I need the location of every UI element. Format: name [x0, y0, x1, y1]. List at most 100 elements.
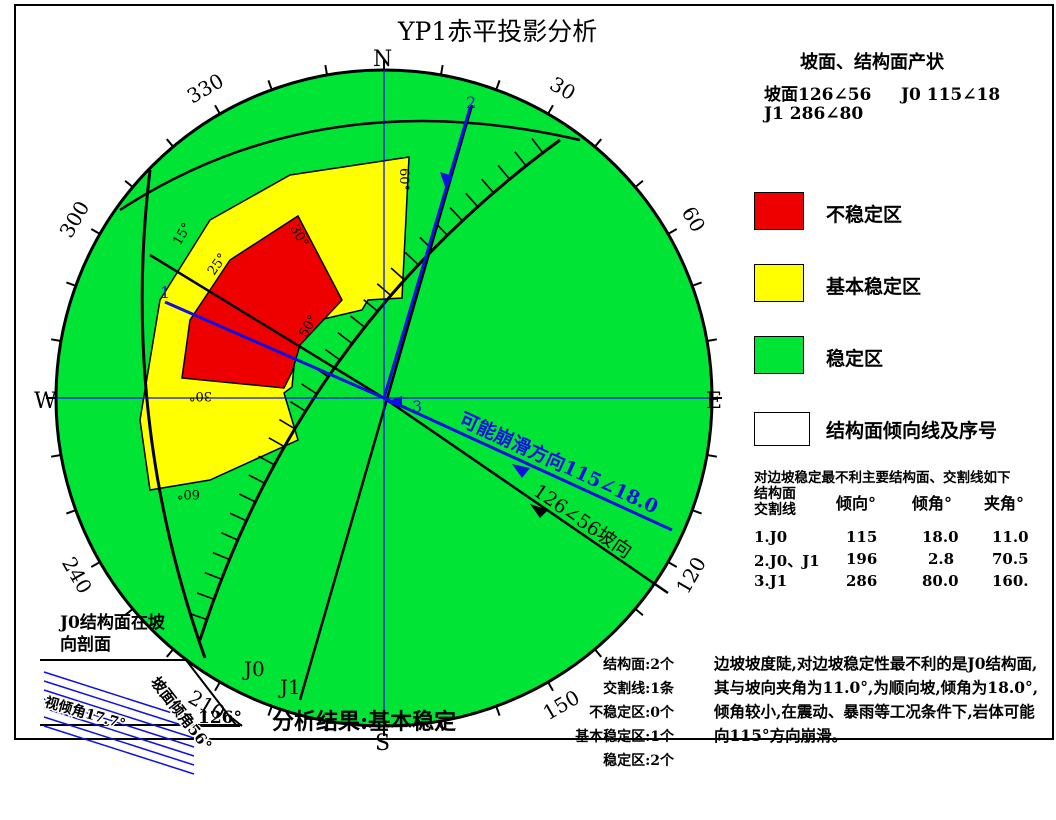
table-row-1-name: 1.J0: [754, 528, 788, 546]
dip-line-2: [382, 107, 472, 399]
slope-direction-line: [383, 396, 669, 595]
table-header-name: 结构面 交割线: [754, 486, 796, 518]
azimuth-tick: [439, 64, 444, 76]
azimuth-tick: [214, 104, 221, 115]
azimuth-tick: [267, 705, 273, 716]
dip-line-2-arrow: [440, 172, 453, 190]
azimuth-label: 240: [57, 553, 97, 598]
west-label: W: [34, 389, 57, 414]
azimuth-tick: [634, 179, 644, 188]
hatch-tick: [481, 178, 495, 194]
azimuth-tick: [90, 228, 101, 235]
table-header-angle: 夹角°: [984, 494, 1025, 513]
table-row-2-dip-dir: 196: [846, 550, 878, 568]
azimuth-tick: [50, 338, 62, 343]
j0-great-circle: [140, 169, 207, 659]
table-row-2-name: 2.J0、J1: [754, 552, 820, 570]
stat-unstable-zones: 不稳定区:0个: [589, 705, 674, 721]
azimuth-tick: [547, 681, 554, 692]
hatch-tick: [350, 315, 366, 328]
azimuth-tick: [634, 608, 644, 617]
table-row-1-dip-dir: 115: [846, 528, 878, 546]
azimuth-tick: [495, 80, 501, 91]
azimuth-ticks: [46, 60, 722, 736]
azimuth-tick: [547, 104, 554, 115]
hatch-marks: [189, 137, 544, 621]
legend-swatch-stable: [754, 336, 804, 374]
azimuth-label: 30: [546, 72, 580, 106]
hatch-tick: [337, 331, 353, 345]
table-header-dip-dir: 倾向°: [836, 494, 877, 513]
section-bedding-line: [43, 716, 195, 766]
dip-label-60a: 60°: [396, 168, 411, 191]
azimuth-label: 330: [183, 68, 228, 108]
hatch-tick: [419, 236, 434, 251]
legend-arrow-label: 结构面倾向线及序号: [826, 420, 998, 442]
south-label: S: [375, 731, 390, 756]
table-row-3-dip: 80.0: [922, 572, 959, 590]
azimuth-tick: [706, 453, 718, 458]
unstable-zone: [181, 214, 343, 389]
azimuth-tick: [495, 705, 501, 716]
legend-label-stable: 稳定区: [826, 348, 884, 370]
figure-title: YP1赤平投影分析: [398, 17, 598, 46]
azimuth-tick: [691, 281, 702, 287]
stat-structural-planes: 结构面:2个: [603, 657, 674, 673]
conclusion-text: 边坡坡度陡,对边坡稳定性最不利的是J0结构面,其与坡向夹角为11.0°,为顺向坡…: [714, 654, 1039, 745]
legend-label-basic-stable: 基本稳定区: [826, 276, 922, 298]
dip-number-2: 2: [466, 93, 476, 112]
analysis-result: 分析结果:基本稳定: [272, 709, 457, 735]
azimuth-tick: [66, 509, 77, 515]
dip-label-30b: 30°: [189, 388, 212, 403]
stat-intersection-lines: 交割线:1条: [603, 681, 674, 697]
azimuth-tick: [706, 338, 718, 343]
azimuth-tick: [66, 281, 77, 287]
section-bedding-line: [43, 680, 195, 730]
hatch-tick: [404, 251, 419, 266]
dip-line-3-arrow: [386, 396, 402, 408]
table-row-2-angle: 70.5: [992, 550, 1029, 568]
table-title: 对边坡稳定最不利主要结构面、交割线如下: [754, 470, 1011, 486]
hatch-tick: [248, 474, 266, 484]
section-bedding-line: [43, 671, 195, 721]
slide-direction-line: [383, 396, 673, 532]
north-label: N: [373, 47, 392, 72]
azimuth-tick: [165, 648, 174, 658]
arc-upper: [119, 119, 581, 212]
dip-line-1: [164, 300, 385, 400]
hatch-tick: [238, 493, 256, 503]
table-row-3-dip-dir: 286: [846, 572, 878, 590]
attitude-line-1: 坡面126∠56 J0 115∠18: [764, 85, 1001, 105]
hatch-tick: [189, 612, 208, 621]
hatch-tick: [278, 418, 296, 430]
hatch-tick: [390, 267, 405, 281]
hatch-tick: [363, 299, 379, 312]
azimuth-tick: [439, 720, 444, 732]
table-row-2-dip: 2.8: [928, 550, 955, 568]
azimuth-tick: [324, 64, 329, 76]
hatch-tick: [514, 151, 527, 167]
table-header-dip: 倾角°: [912, 494, 953, 513]
dip-number-1: 1: [160, 283, 170, 302]
azimuth-label: 120: [671, 553, 711, 598]
j0-label: J0: [242, 657, 265, 681]
hatch-tick: [258, 455, 275, 466]
table-row-1-dip: 18.0: [922, 528, 959, 546]
hatch-tick: [497, 164, 511, 180]
table-row-1-angle: 11.0: [992, 528, 1029, 546]
hatch-tick: [220, 532, 239, 541]
section-title: J0结构面在坡向剖面: [60, 613, 165, 655]
section-apparent-dip-label: 视倾角17.7°: [43, 694, 128, 733]
legend-label-unstable: 不稳定区: [826, 204, 903, 226]
legend-swatch-basic-stable: [754, 264, 804, 302]
cross-section-sketch: [40, 659, 243, 775]
azimuth-tick: [324, 720, 329, 732]
section-bedding-line: [43, 707, 195, 757]
hatch-tick: [229, 512, 247, 522]
azimuth-label: 60: [677, 202, 711, 236]
hatch-tick: [531, 137, 544, 154]
stat-basic-stable-zones: 基本稳定区:1个: [575, 729, 674, 745]
slide-direction-arrow: [512, 464, 530, 478]
azimuth-tick: [667, 228, 678, 235]
